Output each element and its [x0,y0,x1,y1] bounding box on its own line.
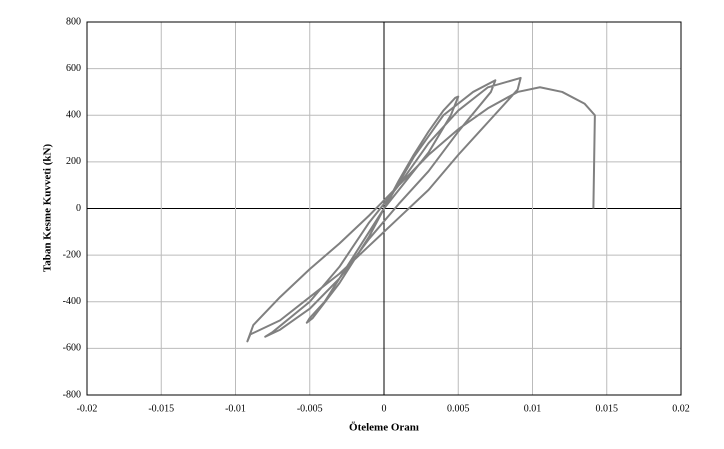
x-tick-label: 0.01 [524,403,542,414]
x-tick-label: -0.015 [148,403,174,414]
y-tick-label: 600 [66,63,81,74]
y-tick-label: -800 [63,389,81,400]
x-tick-label: -0.02 [77,403,98,414]
y-tick-label: -600 [63,343,81,354]
x-tick-label: 0.02 [672,403,690,414]
x-tick-label: 0 [382,403,387,414]
y-tick-label: 200 [66,156,81,167]
y-tick-label: 400 [66,110,81,121]
x-tick-label: 0.015 [596,403,619,414]
y-tick-label: -400 [63,296,81,307]
plot-frame [86,21,682,396]
x-axis-label: Öteleme Oranı [349,421,419,434]
y-tick-label: 800 [66,16,81,27]
x-tick-label: -0.005 [297,403,323,414]
y-tick-label: -200 [63,249,81,260]
y-axis-label: Taban Kesme Kuvveti (kN) [42,144,54,273]
x-tick-label: -0.01 [225,403,246,414]
y-tick-label: 0 [76,203,81,214]
x-tick-label: 0.005 [447,403,470,414]
series-line [246,76,596,343]
